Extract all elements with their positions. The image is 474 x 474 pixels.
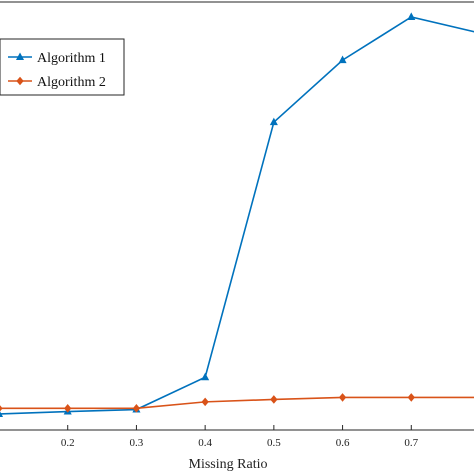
axes-frame xyxy=(0,1,474,431)
series-line xyxy=(0,16,474,415)
series-1 xyxy=(0,12,474,417)
data-point xyxy=(15,52,25,60)
data-point xyxy=(0,411,4,417)
data-point xyxy=(338,55,347,64)
plot-box xyxy=(0,1,474,431)
x-tick-label: 0.2 xyxy=(61,437,75,449)
x-tick-label: 0.4 xyxy=(198,437,212,449)
legend-item: Algorithm 2 xyxy=(8,75,106,90)
x-axis-label: Missing Ratio xyxy=(189,457,268,472)
data-point xyxy=(201,372,210,381)
data-point xyxy=(0,405,3,412)
series-layer xyxy=(0,12,474,417)
data-point xyxy=(407,393,415,402)
x-ticks: 0.2 0.3 0.4 0.5 0.6 0.7 xyxy=(61,425,419,449)
data-point xyxy=(338,393,347,402)
series-2 xyxy=(0,393,474,413)
data-point xyxy=(16,76,24,86)
data-point xyxy=(132,404,141,413)
x-tick-label: 0.6 xyxy=(336,437,350,449)
data-point xyxy=(64,404,72,413)
legend: Algorithm 1 Algorithm 2 xyxy=(0,38,125,96)
legend-box xyxy=(0,38,125,96)
data-point xyxy=(407,12,416,20)
data-point xyxy=(269,117,278,126)
legend-label: Algorithm 1 xyxy=(37,51,106,66)
series-line xyxy=(0,396,474,410)
legend-label: Algorithm 2 xyxy=(37,75,106,90)
legend-item: Algorithm 1 xyxy=(8,51,106,66)
data-point xyxy=(270,395,278,404)
x-tick-label: 0.7 xyxy=(404,437,418,449)
x-tick-label: 0.3 xyxy=(130,437,144,449)
x-tick-label: 0.5 xyxy=(267,437,281,449)
data-point xyxy=(201,397,209,407)
